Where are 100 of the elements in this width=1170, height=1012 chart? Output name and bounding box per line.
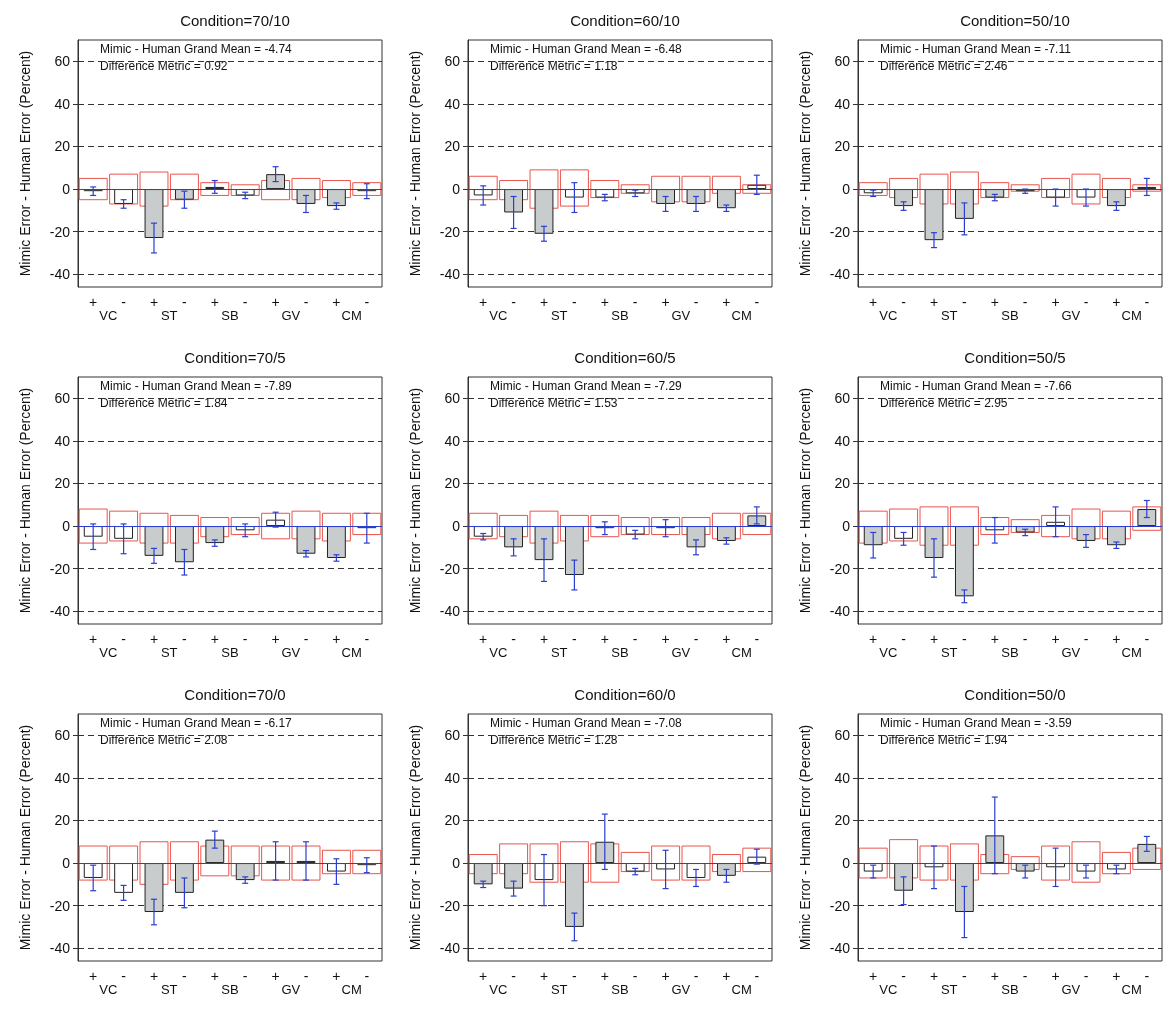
x-tick-label: + bbox=[1112, 294, 1121, 310]
y-tick-label: 20 bbox=[834, 812, 851, 829]
text: CM bbox=[1121, 645, 1142, 660]
y-tick-label: 20 bbox=[54, 812, 71, 829]
text: ST bbox=[550, 308, 568, 323]
x-tick-label: + bbox=[600, 631, 609, 647]
y-tick-label: -20 bbox=[49, 223, 71, 240]
text: GV bbox=[671, 982, 691, 997]
y-tick-label: -20 bbox=[829, 897, 851, 914]
y-tick-label: -20 bbox=[49, 897, 71, 914]
x-tick-label: + bbox=[1051, 968, 1060, 984]
text: CM bbox=[341, 645, 362, 660]
text: VC bbox=[879, 982, 898, 997]
chart-title: Condition=60/5 bbox=[574, 349, 676, 366]
x-tick-label: - bbox=[1022, 294, 1028, 310]
y-tick-label: 60 bbox=[834, 390, 851, 407]
x-tick-label: - bbox=[364, 294, 370, 310]
y-tick-label: 0 bbox=[842, 518, 851, 535]
text: SB bbox=[221, 982, 239, 997]
x-tick-label: + bbox=[722, 968, 731, 984]
x-tick-label: - bbox=[1022, 968, 1028, 984]
chart-title: Condition=70/10 bbox=[180, 12, 290, 29]
x-tick-label: - bbox=[572, 631, 578, 647]
y-tick-label: 40 bbox=[54, 95, 71, 112]
text: VC bbox=[99, 982, 118, 997]
x-tick-label: - bbox=[693, 968, 699, 984]
x-tick-label: + bbox=[1051, 631, 1060, 647]
y-tick-label: -40 bbox=[439, 266, 461, 283]
x-tick-label: - bbox=[901, 968, 907, 984]
x-tick-label: + bbox=[479, 631, 488, 647]
x-tick-label: + bbox=[210, 294, 219, 310]
x-tick-label: + bbox=[89, 294, 98, 310]
x-tick-label: - bbox=[242, 968, 248, 984]
x-tick-label: - bbox=[182, 294, 188, 310]
x-tick-label: + bbox=[929, 968, 939, 984]
y-tick-label: 0 bbox=[452, 181, 461, 198]
text: SB bbox=[611, 645, 629, 660]
text: CM bbox=[731, 982, 752, 997]
x-tick-label: - bbox=[572, 968, 578, 984]
x-tick-label: + bbox=[600, 294, 609, 310]
x-tick-label: + bbox=[1112, 968, 1121, 984]
x-tick-label: - bbox=[901, 631, 907, 647]
y-tick-label: 0 bbox=[62, 181, 71, 198]
text: ST bbox=[940, 308, 958, 323]
x-tick-label: + bbox=[539, 631, 549, 647]
x-tick-label: + bbox=[661, 294, 670, 310]
x-tick-label: + bbox=[332, 294, 341, 310]
y-tick-label: 20 bbox=[444, 138, 461, 155]
text: ST bbox=[160, 308, 178, 323]
text: VC bbox=[879, 308, 898, 323]
x-tick-label: + bbox=[89, 968, 98, 984]
x-tick-label: - bbox=[962, 631, 968, 647]
text: SB bbox=[221, 308, 239, 323]
y-axis-title: Mimic Error - Human Error (Percent) bbox=[797, 387, 813, 614]
x-tick-label: - bbox=[121, 968, 127, 984]
chart-title: Condition=50/10 bbox=[960, 12, 1070, 29]
y-axis-title: Mimic Error - Human Error (Percent) bbox=[797, 50, 813, 277]
x-tick-label: - bbox=[303, 968, 309, 984]
x-tick-label: - bbox=[754, 968, 760, 984]
y-tick-label: 40 bbox=[834, 432, 851, 449]
x-tick-label: + bbox=[479, 294, 488, 310]
x-tick-label: - bbox=[962, 294, 968, 310]
y-tick-label: 0 bbox=[842, 855, 851, 872]
text: ST bbox=[940, 645, 958, 660]
y-tick-label: 0 bbox=[842, 181, 851, 198]
text: ST bbox=[550, 982, 568, 997]
x-tick-label: + bbox=[869, 968, 878, 984]
annotation: Mimic - Human Grand Mean = -7.66 bbox=[880, 379, 1073, 393]
x-tick-label: + bbox=[869, 631, 878, 647]
text: VC bbox=[489, 982, 508, 997]
text: GV bbox=[671, 645, 691, 660]
x-tick-label: - bbox=[242, 631, 248, 647]
x-tick-label: - bbox=[754, 294, 760, 310]
text: ST bbox=[940, 982, 958, 997]
x-tick-label: - bbox=[242, 294, 248, 310]
x-tick-label: + bbox=[990, 294, 999, 310]
x-tick-label: + bbox=[1051, 294, 1060, 310]
y-tick-label: -20 bbox=[829, 223, 851, 240]
x-tick-label: - bbox=[1083, 631, 1089, 647]
chart-title: Condition=50/5 bbox=[964, 349, 1066, 366]
y-tick-label: 60 bbox=[444, 390, 461, 407]
y-tick-label: 60 bbox=[444, 727, 461, 744]
x-tick-label: + bbox=[990, 968, 999, 984]
x-tick-label: - bbox=[511, 294, 517, 310]
annotation: Difference Metric = 1.18 bbox=[490, 59, 618, 73]
x-tick-label: - bbox=[754, 631, 760, 647]
x-tick-label: + bbox=[332, 631, 341, 647]
y-axis-title: Mimic Error - Human Error (Percent) bbox=[407, 387, 423, 614]
annotation: Difference Metric = 2.08 bbox=[100, 733, 228, 747]
text: GV bbox=[1061, 308, 1081, 323]
y-axis-title: Mimic Error - Human Error (Percent) bbox=[407, 724, 423, 951]
y-tick-label: 40 bbox=[834, 769, 851, 786]
chart-title: Condition=60/0 bbox=[574, 686, 676, 703]
x-tick-label: - bbox=[632, 631, 638, 647]
x-tick-label: + bbox=[479, 968, 488, 984]
y-tick-label: -40 bbox=[439, 940, 461, 957]
annotation: Mimic - Human Grand Mean = -7.08 bbox=[490, 716, 683, 730]
x-tick-label: + bbox=[722, 294, 731, 310]
x-tick-label: - bbox=[693, 631, 699, 647]
y-tick-label: -20 bbox=[829, 560, 851, 577]
